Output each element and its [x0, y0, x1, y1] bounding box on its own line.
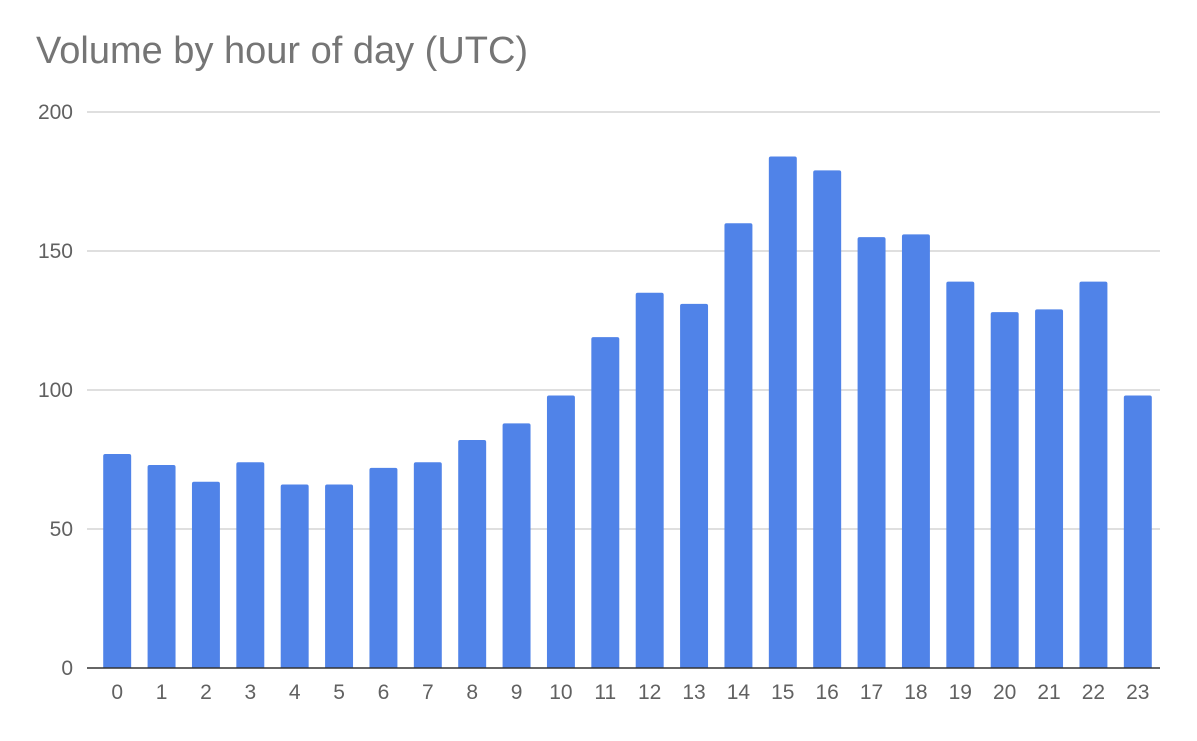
y-tick-label: 50: [50, 518, 73, 541]
bar-hour-16: [813, 170, 842, 668]
y-tick-label: 200: [38, 101, 73, 124]
bar-hour-2: [191, 481, 220, 668]
bar-hour-17: [857, 237, 886, 668]
bar-hour-6: [369, 467, 398, 668]
y-axis-ticks: 0 50 100 150 200: [38, 101, 73, 680]
bar-hour-18: [901, 234, 930, 668]
bar-hour-15: [768, 156, 797, 669]
bar-hour-11: [591, 337, 620, 668]
bar-hour-21: [1035, 309, 1064, 668]
bar-hour-14: [724, 223, 753, 668]
bar-hour-7: [413, 462, 442, 668]
y-tick-label: 100: [38, 379, 73, 402]
bar-hour-20: [990, 312, 1019, 668]
x-tick-label: 1: [156, 681, 168, 704]
x-tick-label: 13: [682, 681, 705, 704]
x-tick-label: 22: [1082, 681, 1105, 704]
bar-hour-4: [280, 484, 309, 668]
bar-hour-8: [458, 440, 487, 668]
bar-hour-5: [325, 484, 354, 668]
gridlines: [87, 111, 1160, 530]
y-tick-label: 0: [61, 657, 73, 680]
bar-hour-1: [147, 465, 176, 668]
x-tick-label: 9: [511, 681, 523, 704]
x-axis-ticks: 0 1 2 3 4 5 6 7 8 9 10 11 12 13 14 15 16 17 18 19 20 21 22 23: [111, 681, 1149, 704]
x-tick-label: 4: [289, 681, 301, 704]
x-tick-label: 3: [244, 681, 256, 704]
bar-hour-3: [236, 462, 265, 668]
x-tick-label: 23: [1126, 681, 1149, 704]
x-tick-label: 17: [860, 681, 883, 704]
x-tick-label: 7: [422, 681, 434, 704]
bar-hour-12: [635, 292, 664, 668]
y-tick-label: 150: [38, 240, 73, 263]
x-tick-label: 6: [378, 681, 390, 704]
chart-title: Volume by hour of day (UTC): [36, 30, 529, 72]
bar-hour-19: [946, 281, 975, 668]
x-tick-label: 0: [111, 681, 123, 704]
x-tick-label: 19: [949, 681, 972, 704]
x-tick-label: 18: [904, 681, 927, 704]
bar-hour-13: [680, 303, 709, 668]
bar-hour-10: [546, 395, 575, 668]
x-tick-label: 8: [466, 681, 478, 704]
x-tick-label: 12: [638, 681, 661, 704]
bar-hour-23: [1123, 395, 1152, 668]
x-tick-label: 20: [993, 681, 1016, 704]
x-tick-label: 2: [200, 681, 212, 704]
x-tick-label: 5: [333, 681, 345, 704]
x-tick-label: 11: [594, 681, 616, 704]
bar-hour-9: [502, 423, 531, 668]
bar-hour-0: [103, 453, 132, 668]
x-tick-label: 16: [816, 681, 839, 704]
x-tick-label: 21: [1037, 681, 1060, 704]
bars: [103, 156, 1152, 669]
x-tick-label: 10: [549, 681, 572, 704]
x-tick-label: 14: [727, 681, 751, 704]
x-tick-label: 15: [771, 681, 794, 704]
bar-hour-22: [1079, 281, 1108, 668]
